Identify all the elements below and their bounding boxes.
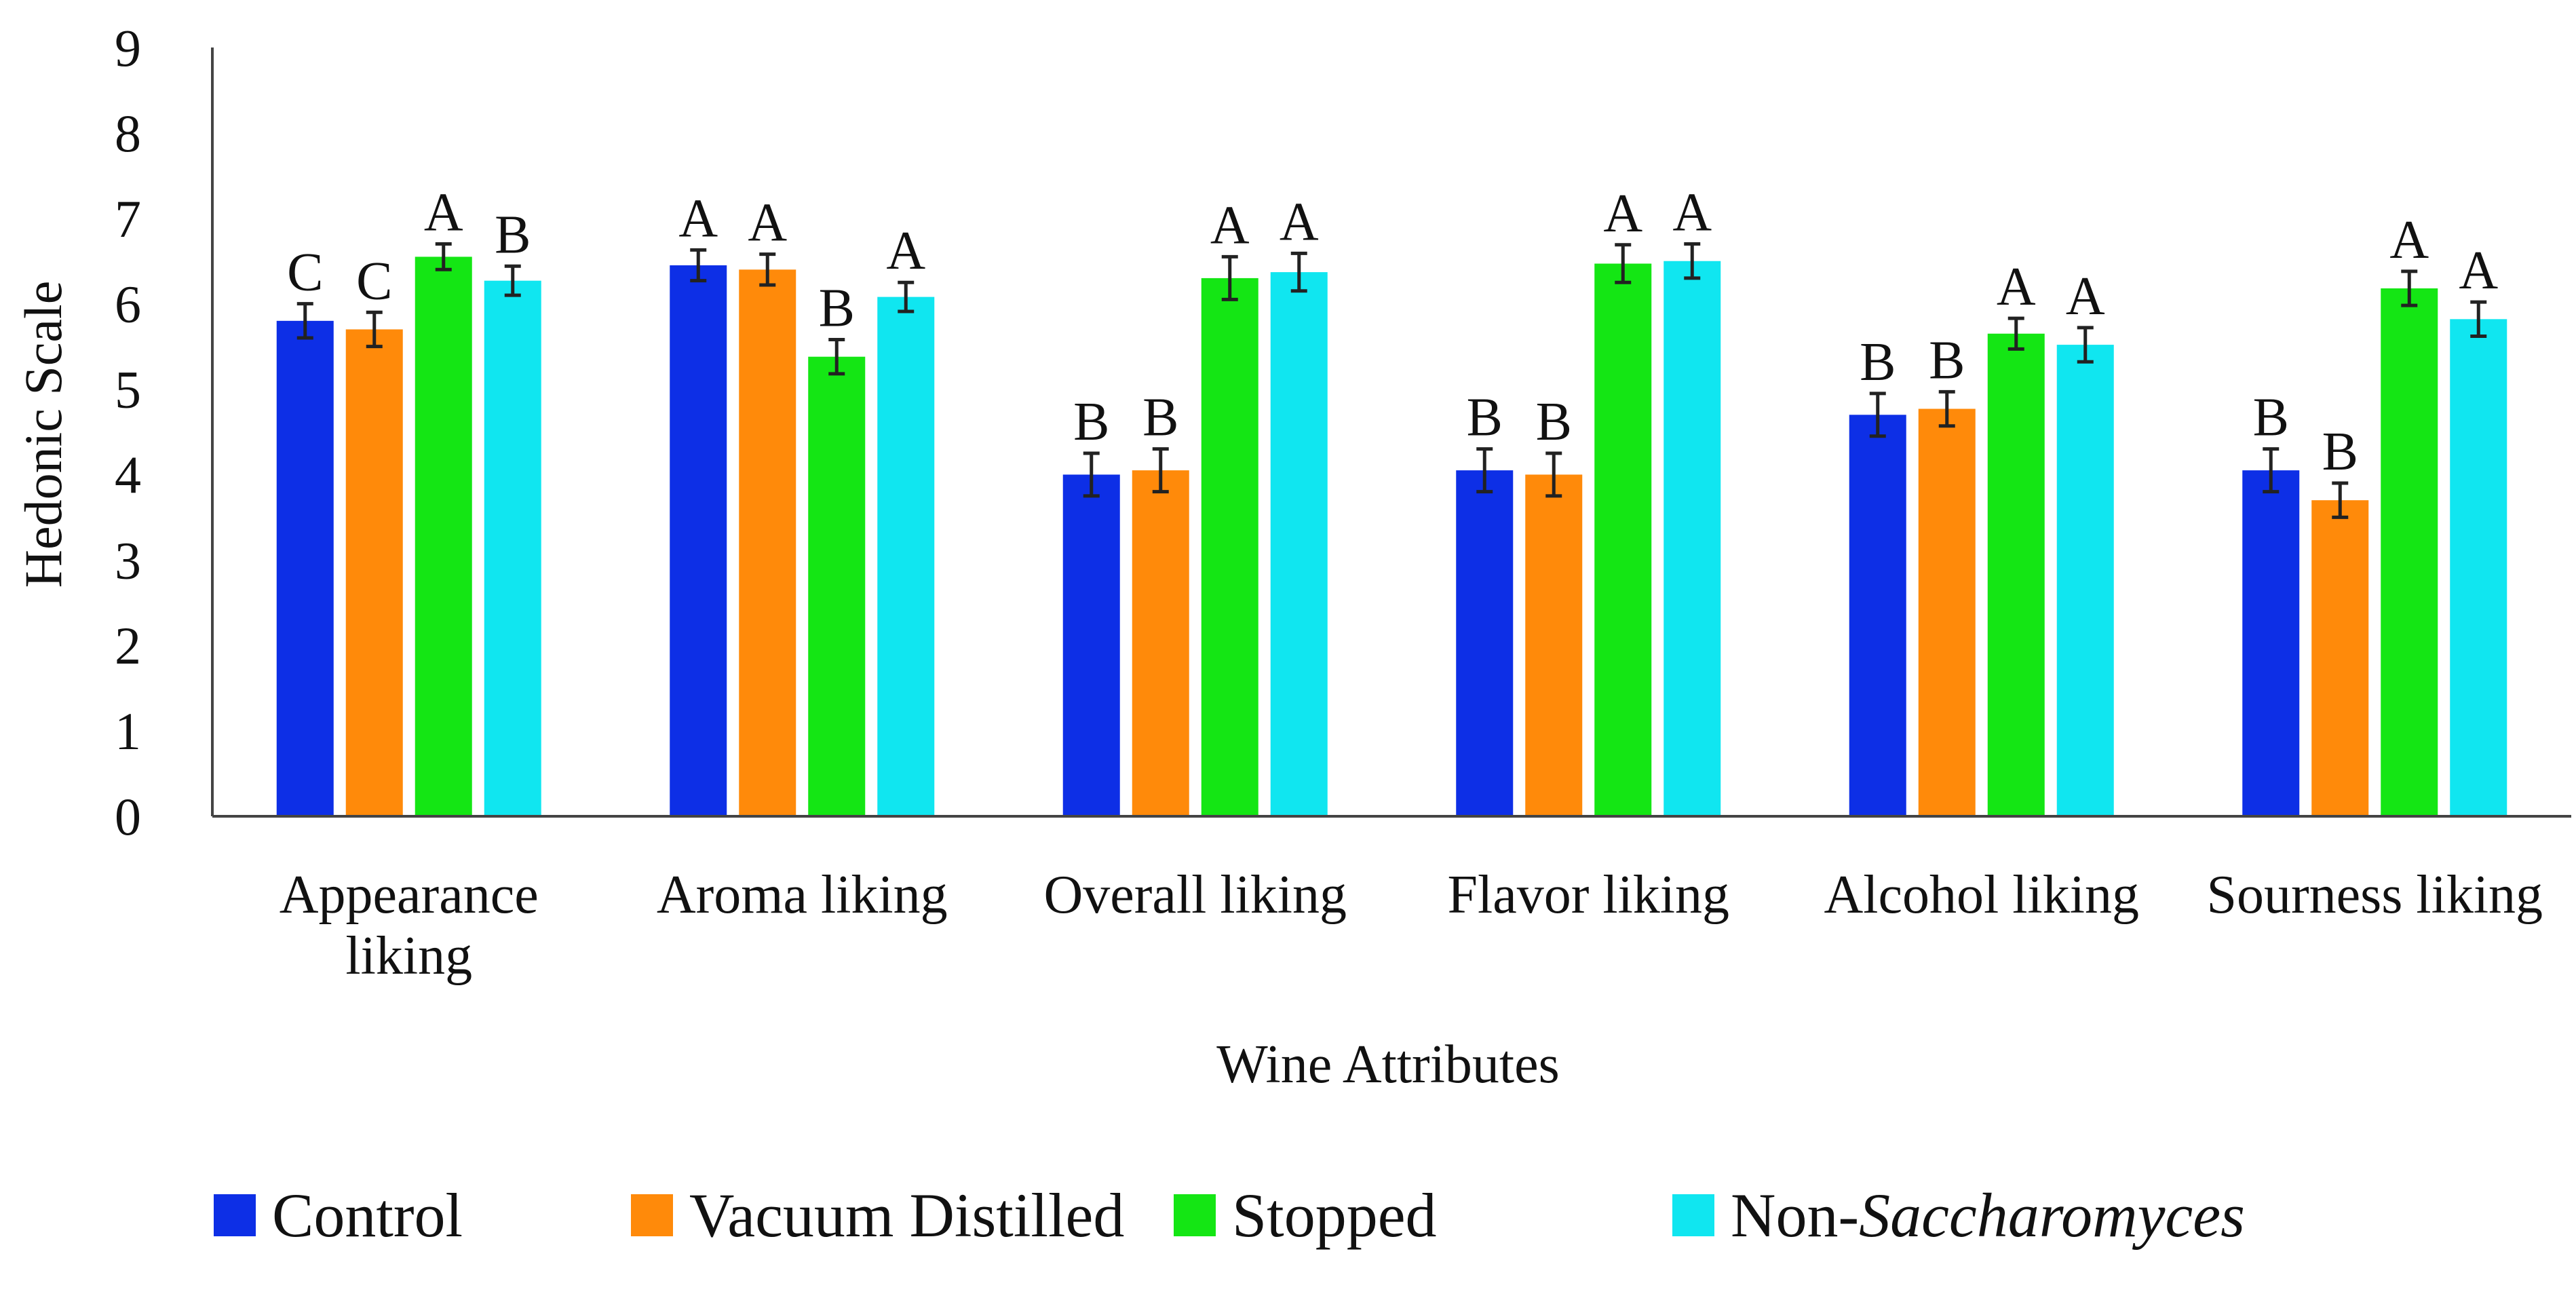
significance-letter: A xyxy=(2459,241,2498,301)
legend-swatch xyxy=(631,1194,673,1236)
bar xyxy=(1664,261,1721,816)
bar xyxy=(1201,278,1258,816)
y-tick-label: 9 xyxy=(115,18,141,77)
y-tick-label: 2 xyxy=(115,616,141,675)
significance-letter: A xyxy=(1603,184,1642,244)
bar xyxy=(2056,345,2114,816)
category-label: Overall liking xyxy=(1043,865,1347,925)
y-tick-label: 6 xyxy=(115,275,141,334)
legend-swatch xyxy=(214,1194,256,1236)
legend-label: Non-Saccharomyces xyxy=(1731,1181,2245,1250)
bar xyxy=(1525,474,1583,816)
y-tick-label: 0 xyxy=(115,787,141,846)
y-axis: 0 1 2 3 4 5 6 7 8 9 xyxy=(115,18,214,846)
category-label: Aroma liking xyxy=(657,865,948,925)
bar xyxy=(276,320,334,816)
category-label: Appearance liking xyxy=(280,865,539,986)
legend-label: Stopped xyxy=(1232,1181,1437,1250)
y-tick-label: 8 xyxy=(115,104,141,163)
significance-letter: A xyxy=(424,183,463,243)
x-axis-title: Wine Attributes xyxy=(1216,1035,1560,1094)
y-tick-label: 7 xyxy=(115,189,141,248)
significance-letter: A xyxy=(1997,257,2036,317)
significance-letter: B xyxy=(495,205,531,265)
legend-label: Control xyxy=(272,1181,463,1250)
category-label: Sourness liking xyxy=(2206,865,2543,925)
bar xyxy=(2450,319,2507,816)
bar xyxy=(2242,470,2300,816)
y-tick-label: 1 xyxy=(115,702,141,761)
significance-letter: B xyxy=(1467,388,1503,448)
significance-letter: B xyxy=(2322,422,2358,482)
significance-letter: B xyxy=(2253,388,2289,448)
legend-swatch xyxy=(1672,1194,1714,1236)
y-tick-label: 3 xyxy=(115,531,141,590)
bar xyxy=(2381,288,2438,816)
significance-letter: A xyxy=(886,221,925,281)
significance-letter: A xyxy=(748,193,787,253)
bar xyxy=(484,280,541,817)
significance-letter: B xyxy=(1929,330,1965,390)
legend-label: Vacuum Distilled xyxy=(689,1181,1124,1250)
significance-letter: B xyxy=(1860,332,1896,392)
significance-letter: A xyxy=(1672,183,1712,243)
bar xyxy=(1849,415,1906,816)
significance-letter: C xyxy=(287,243,323,303)
significance-letter: B xyxy=(1536,392,1572,452)
significance-letter: B xyxy=(819,279,855,339)
significance-letter: A xyxy=(1280,192,1319,252)
y-axis-title: Hedonic Scale xyxy=(14,281,73,588)
category-label: Flavor liking xyxy=(1447,865,1729,925)
bar xyxy=(877,297,935,816)
bar xyxy=(2311,500,2369,816)
legend: Control Vacuum Distilled Stopped Non-Saccha… xyxy=(214,1181,2245,1250)
bar xyxy=(1456,470,1514,816)
y-tick-label: 5 xyxy=(115,360,141,419)
legend-swatch xyxy=(1174,1194,1216,1236)
bar xyxy=(808,356,866,816)
bar xyxy=(1594,263,1652,816)
bar xyxy=(1987,333,2045,816)
category-label: Alcohol liking xyxy=(1824,865,2139,925)
significance-letter: A xyxy=(678,189,718,248)
y-tick-label: 4 xyxy=(115,445,141,504)
bar xyxy=(345,329,403,816)
significance-letter: B xyxy=(1073,392,1109,452)
significance-letter: C xyxy=(356,251,392,311)
significance-letter: A xyxy=(1210,195,1250,255)
significance-letter: A xyxy=(2066,267,2105,326)
bar xyxy=(739,269,796,816)
significance-letter: B xyxy=(1142,388,1178,448)
bar xyxy=(1132,470,1189,816)
significance-letter: A xyxy=(2389,210,2429,270)
bar xyxy=(415,256,472,817)
x-axis: Appearance liking Aroma liking Overall liki… xyxy=(212,815,2571,986)
bar xyxy=(670,265,727,816)
bar xyxy=(1062,474,1120,816)
bar xyxy=(1918,408,1976,816)
bar xyxy=(1270,272,1328,816)
